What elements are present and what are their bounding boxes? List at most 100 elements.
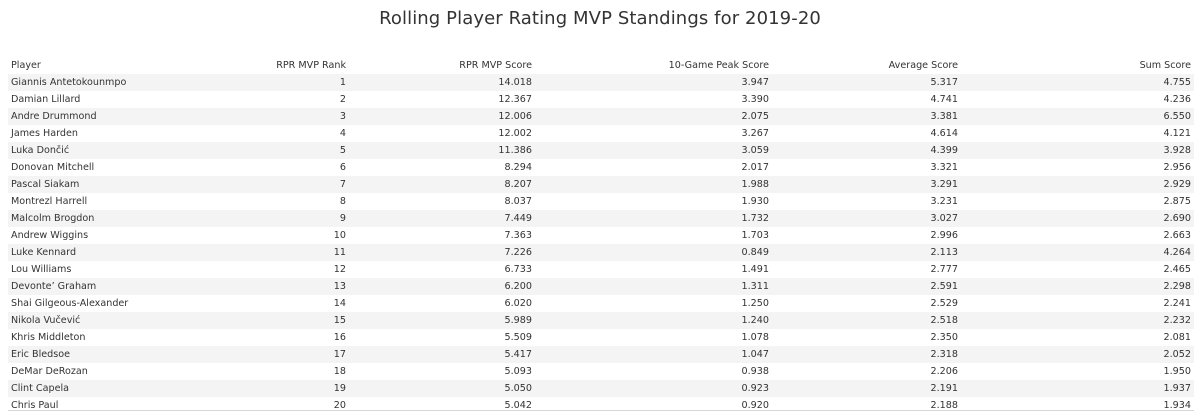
cell-rpr-mvp-score: 14.018 [498, 77, 532, 88]
cell-rpr-mvp-rank: 10 [333, 230, 346, 241]
table-row: Eric Bledsoe 17 5.417 1.047 2.318 2.052 [8, 346, 1194, 363]
cell-10-game-peak-score: 2.075 [741, 111, 769, 122]
cell-sum-score: 2.956 [1163, 162, 1191, 173]
chart-title: Rolling Player Rating MVP Standings for … [379, 8, 821, 29]
cell-rpr-mvp-rank: 4 [339, 128, 346, 139]
table-row: Damian Lillard 2 12.367 3.390 4.741 4.236 [8, 91, 1194, 108]
cell-sum-score: 4.236 [1163, 94, 1191, 105]
cell-average-score: 5.317 [930, 77, 958, 88]
standings-table: Player RPR MVP Rank RPR MVP Score 10-Gam… [8, 58, 1194, 414]
column-header-10-game-peak-score: 10-Game Peak Score [668, 60, 769, 71]
cell-10-game-peak-score: 1.047 [741, 349, 769, 360]
cell-average-score: 3.321 [930, 162, 958, 173]
cell-player: Luke Kennard [11, 247, 77, 258]
table-row: Donovan Mitchell 6 8.294 2.017 3.321 2.956 [8, 159, 1194, 176]
cell-rpr-mvp-rank: 14 [333, 298, 346, 309]
cell-average-score: 4.741 [930, 94, 958, 105]
cell-player: Clint Capela [11, 383, 70, 394]
cell-10-game-peak-score: 1.311 [741, 281, 769, 292]
cell-rpr-mvp-rank: 7 [339, 179, 346, 190]
cell-rpr-mvp-rank: 2 [339, 94, 346, 105]
cell-10-game-peak-score: 1.250 [741, 298, 769, 309]
cell-sum-score: 2.241 [1163, 298, 1191, 309]
cell-player: DeMar DeRozan [11, 366, 88, 377]
cell-10-game-peak-score: 1.703 [741, 230, 769, 241]
cell-average-score: 4.399 [930, 145, 958, 156]
cell-sum-score: 3.928 [1163, 145, 1191, 156]
cell-player: Andre Drummond [11, 111, 97, 122]
cell-average-score: 3.231 [930, 196, 958, 207]
cell-average-score: 2.188 [930, 400, 958, 411]
table-row: Clint Capela 19 5.050 0.923 2.191 1.937 [8, 380, 1194, 397]
cell-sum-score: 2.875 [1163, 196, 1191, 207]
cell-10-game-peak-score: 3.267 [741, 128, 769, 139]
cell-rpr-mvp-rank: 19 [333, 383, 346, 394]
cell-rpr-mvp-score: 5.050 [504, 383, 532, 394]
cell-rpr-mvp-score: 8.037 [504, 196, 532, 207]
table-row: Lou Williams 12 6.733 1.491 2.777 2.465 [8, 261, 1194, 278]
cell-sum-score: 6.550 [1163, 111, 1191, 122]
cell-player: Eric Bledsoe [11, 349, 71, 360]
cell-rpr-mvp-rank: 16 [333, 332, 346, 343]
cell-rpr-mvp-score: 5.042 [504, 400, 532, 411]
table-row: DeMar DeRozan 18 5.093 0.938 2.206 1.950 [8, 363, 1194, 380]
column-header-sum-score: Sum Score [1139, 60, 1191, 71]
cell-rpr-mvp-score: 5.093 [504, 366, 532, 377]
cell-player: Andrew Wiggins [11, 230, 89, 241]
cell-rpr-mvp-rank: 5 [339, 145, 346, 156]
cell-rpr-mvp-rank: 15 [333, 315, 346, 326]
table-row: Andre Drummond 3 12.006 2.075 3.381 6.550 [8, 108, 1194, 125]
cell-average-score: 2.350 [930, 332, 958, 343]
column-header-rpr-mvp-rank: RPR MVP Rank [276, 60, 346, 71]
cell-sum-score: 1.950 [1163, 366, 1191, 377]
cell-player: James Harden [11, 128, 78, 139]
cell-10-game-peak-score: 0.923 [741, 383, 769, 394]
cell-sum-score: 4.264 [1163, 247, 1191, 258]
cell-10-game-peak-score: 1.930 [741, 196, 769, 207]
cell-rpr-mvp-score: 11.386 [498, 145, 532, 156]
cell-10-game-peak-score: 1.240 [741, 315, 769, 326]
cell-player: Damian Lillard [11, 94, 81, 105]
cell-sum-score: 4.121 [1163, 128, 1191, 139]
cell-player: Giannis Antetokounmpo [11, 77, 127, 88]
cell-average-score: 2.777 [930, 264, 958, 275]
cell-rpr-mvp-rank: 9 [339, 213, 346, 224]
cell-rpr-mvp-score: 7.449 [504, 213, 532, 224]
cell-player: Luka Dončić [11, 145, 70, 156]
cell-sum-score: 2.663 [1163, 230, 1191, 241]
cell-rpr-mvp-score: 6.200 [504, 281, 532, 292]
cell-player: Pascal Siakam [11, 179, 80, 190]
cell-rpr-mvp-score: 12.002 [498, 128, 532, 139]
cell-rpr-mvp-score: 7.226 [504, 247, 532, 258]
cell-average-score: 2.518 [930, 315, 958, 326]
cell-player: Donovan Mitchell [11, 162, 95, 173]
cell-10-game-peak-score: 1.988 [741, 179, 769, 190]
table-row: Luka Dončić 5 11.386 3.059 4.399 3.928 [8, 142, 1194, 159]
table-row: Devonte’ Graham 13 6.200 1.311 2.591 2.298 [8, 278, 1194, 295]
cell-rpr-mvp-score: 5.417 [504, 349, 532, 360]
cell-average-score: 3.291 [930, 179, 958, 190]
cell-10-game-peak-score: 2.017 [741, 162, 769, 173]
table-body: Giannis Antetokounmpo 1 14.018 3.947 5.317 4.… [8, 74, 1194, 414]
cell-rpr-mvp-score: 5.989 [504, 315, 532, 326]
cell-sum-score: 2.081 [1163, 332, 1191, 343]
cell-rpr-mvp-score: 8.207 [504, 179, 532, 190]
cell-player: Montrezl Harrell [11, 196, 88, 207]
cell-rpr-mvp-rank: 13 [333, 281, 346, 292]
cell-average-score: 2.113 [930, 247, 958, 258]
table-row: Khris Middleton 16 5.509 1.078 2.350 2.081 [8, 329, 1194, 346]
table-row: Montrezl Harrell 8 8.037 1.930 3.231 2.875 [8, 193, 1194, 210]
table-row: James Harden 4 12.002 3.267 4.614 4.121 [8, 125, 1194, 142]
cell-sum-score: 4.755 [1163, 77, 1191, 88]
table-row: Nikola Vučević 15 5.989 1.240 2.518 2.232 [8, 312, 1194, 329]
table-row: Malcolm Brogdon 9 7.449 1.732 3.027 2.690 [8, 210, 1194, 227]
cell-rpr-mvp-rank: 6 [339, 162, 346, 173]
column-header-player: Player [11, 60, 41, 71]
cell-player: Khris Middleton [11, 332, 86, 343]
cell-player: Shai Gilgeous-Alexander [11, 298, 129, 309]
cell-10-game-peak-score: 3.059 [741, 145, 769, 156]
cell-10-game-peak-score: 1.732 [741, 213, 769, 224]
cell-average-score: 3.381 [930, 111, 958, 122]
cell-rpr-mvp-score: 5.509 [504, 332, 532, 343]
cell-rpr-mvp-score: 6.020 [504, 298, 532, 309]
